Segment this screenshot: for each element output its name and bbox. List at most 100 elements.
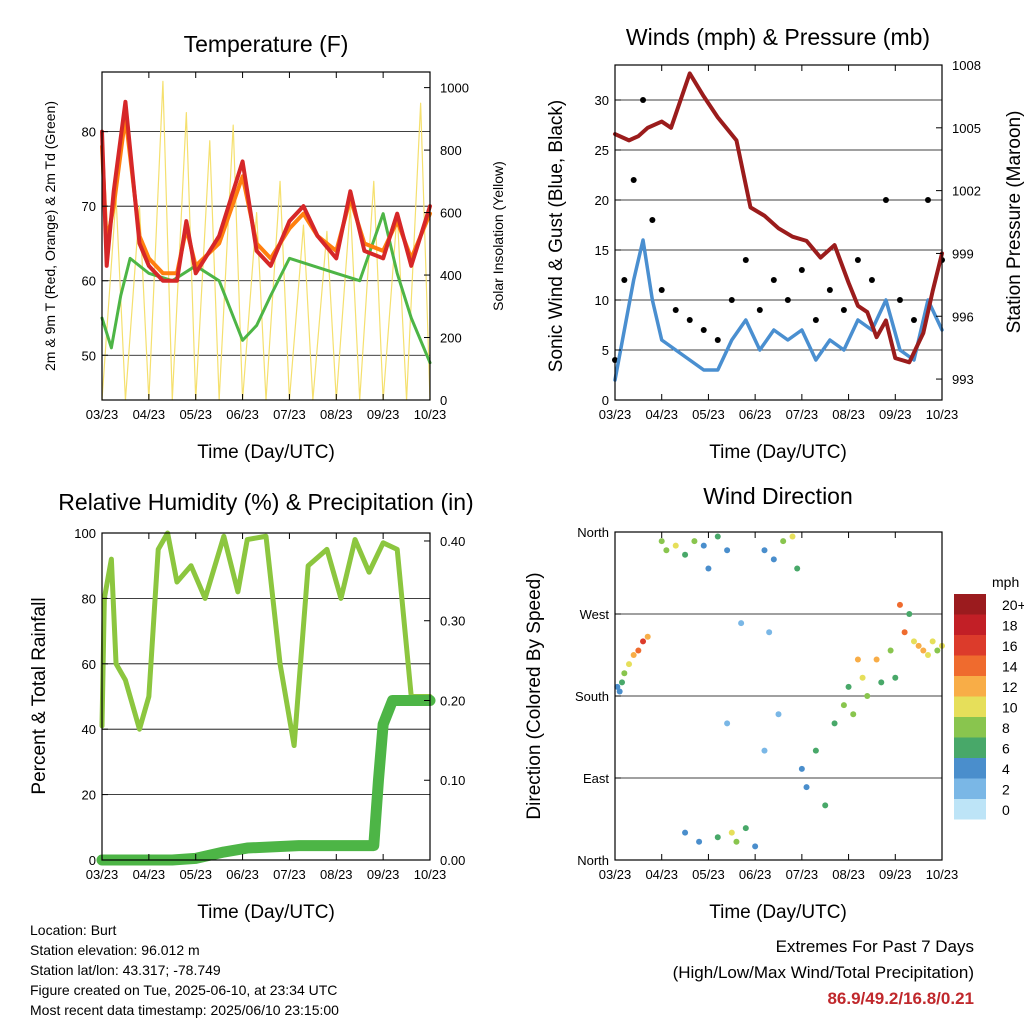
- data-point: [854, 257, 861, 263]
- data-point: [728, 297, 735, 303]
- data-point: [700, 542, 707, 549]
- data-point: [724, 720, 731, 727]
- data-point: [696, 838, 703, 845]
- x-tick-label: 07/23: [786, 867, 819, 882]
- data-point: [794, 565, 801, 572]
- legend-swatch: [954, 717, 986, 738]
- legend-swatch: [954, 676, 986, 697]
- humidity-ylabel: Percent & Total Rainfall: [29, 597, 50, 794]
- x-tick-label: 04/23: [645, 867, 678, 882]
- x-tick-label: 07/23: [786, 407, 819, 422]
- humidity-panel: Relative Humidity (%) & Precipitation (i…: [29, 489, 474, 923]
- created-text: Figure created on Tue, 2025-06-10, at 23…: [30, 982, 338, 998]
- data-point: [640, 97, 647, 103]
- data-point: [644, 633, 651, 640]
- y-tick-label: 5: [602, 343, 609, 358]
- data-point: [780, 538, 787, 545]
- data-point: [630, 177, 637, 183]
- y-tick-label: 200: [440, 331, 462, 346]
- y-tick-label: 25: [595, 143, 609, 158]
- data-point: [742, 257, 749, 263]
- station-info: Location: Burt Station elevation: 96.012…: [30, 920, 339, 1020]
- wind-direction-xlabel: Time (Day/UTC): [709, 902, 847, 923]
- y-tick-label: 0: [440, 393, 447, 408]
- x-tick-label: 09/23: [367, 407, 400, 422]
- legend-label: 18: [1002, 618, 1018, 634]
- data-point: [714, 337, 721, 343]
- humidity-frame: [101, 532, 431, 861]
- data-point: [682, 829, 689, 836]
- y-tick-label: 1000: [440, 81, 469, 96]
- y-tick-label: North: [577, 525, 609, 540]
- y-tick-label: 0.30: [440, 614, 465, 629]
- data-point: [906, 611, 913, 617]
- legend-label: 6: [1002, 741, 1010, 757]
- x-tick-label: 03/23: [599, 867, 632, 882]
- series-line: [613, 71, 944, 365]
- x-tick-label: 06/23: [739, 407, 772, 422]
- x-tick-label: 08/23: [320, 867, 353, 882]
- temperature-panel: Temperature (F) 506070800200400600800100…: [42, 31, 506, 463]
- data-point: [798, 267, 805, 273]
- data-point: [868, 277, 875, 283]
- data-point: [840, 702, 847, 709]
- y-tick-label: 0.00: [440, 853, 465, 868]
- data-point: [896, 601, 903, 608]
- data-point: [616, 688, 623, 695]
- data-point: [892, 674, 899, 681]
- legend-swatch: [954, 635, 986, 656]
- y-tick-label: 100: [74, 526, 96, 541]
- data-point: [700, 327, 707, 333]
- x-tick-label: 06/23: [226, 867, 259, 882]
- series-line: [99, 530, 433, 749]
- y-tick-label: 60: [82, 274, 96, 289]
- extremes-title: Extremes For Past 7 Days: [775, 937, 974, 956]
- winds-frame: [614, 64, 943, 401]
- data-point: [738, 620, 745, 627]
- data-point: [910, 638, 917, 645]
- data-point: [845, 683, 852, 690]
- data-point: [910, 317, 917, 323]
- legend-swatch: [954, 655, 986, 676]
- y-tick-label: 996: [952, 309, 974, 324]
- data-point: [924, 197, 931, 203]
- series-line: [100, 212, 432, 365]
- legend-swatch: [954, 758, 986, 779]
- data-point: [826, 287, 833, 293]
- data-point: [742, 825, 749, 832]
- x-tick-label: 04/23: [133, 407, 166, 422]
- data-point: [621, 277, 628, 283]
- x-tick-label: 10/23: [926, 407, 959, 422]
- data-point: [859, 674, 866, 681]
- y-tick-label: 0.10: [440, 773, 465, 788]
- series-line: [100, 99, 432, 283]
- x-tick-label: 10/23: [414, 867, 447, 882]
- data-point: [649, 217, 656, 223]
- x-tick-label: 05/23: [692, 407, 725, 422]
- winds-panel: Winds (mph) & Pressure (mb) 0 5 10 15 20 25 30…: [546, 24, 1024, 463]
- temperature-ylabel: 2m & 9m T (Red, Orange) & 2m Td (Green): [42, 101, 58, 371]
- temperature-xlabel: Time (Day/UTC): [197, 442, 335, 463]
- y-tick-label: West: [580, 607, 610, 622]
- data-point: [682, 551, 689, 558]
- y-tick-label: South: [575, 689, 609, 704]
- data-point: [854, 656, 861, 663]
- elevation-text: Station elevation: 96.012 m: [30, 942, 200, 958]
- data-point: [686, 317, 693, 323]
- winds-ylabel: Sonic Wind & Gust (Blue, Black): [546, 100, 567, 372]
- data-point: [850, 711, 857, 718]
- wind-direction-ylabel: Direction (Colored By Speed): [524, 572, 545, 819]
- data-point: [915, 642, 922, 649]
- y-tick-label: 80: [82, 125, 96, 140]
- x-tick-label: 03/23: [599, 407, 632, 422]
- data-point: [630, 652, 637, 658]
- data-point: [798, 765, 805, 772]
- data-point: [761, 547, 768, 554]
- y-tick-label: 15: [595, 243, 609, 258]
- data-point: [691, 538, 698, 545]
- legend-swatch: [954, 594, 986, 615]
- data-point: [896, 297, 903, 303]
- data-point: [882, 197, 889, 203]
- data-point: [770, 277, 777, 283]
